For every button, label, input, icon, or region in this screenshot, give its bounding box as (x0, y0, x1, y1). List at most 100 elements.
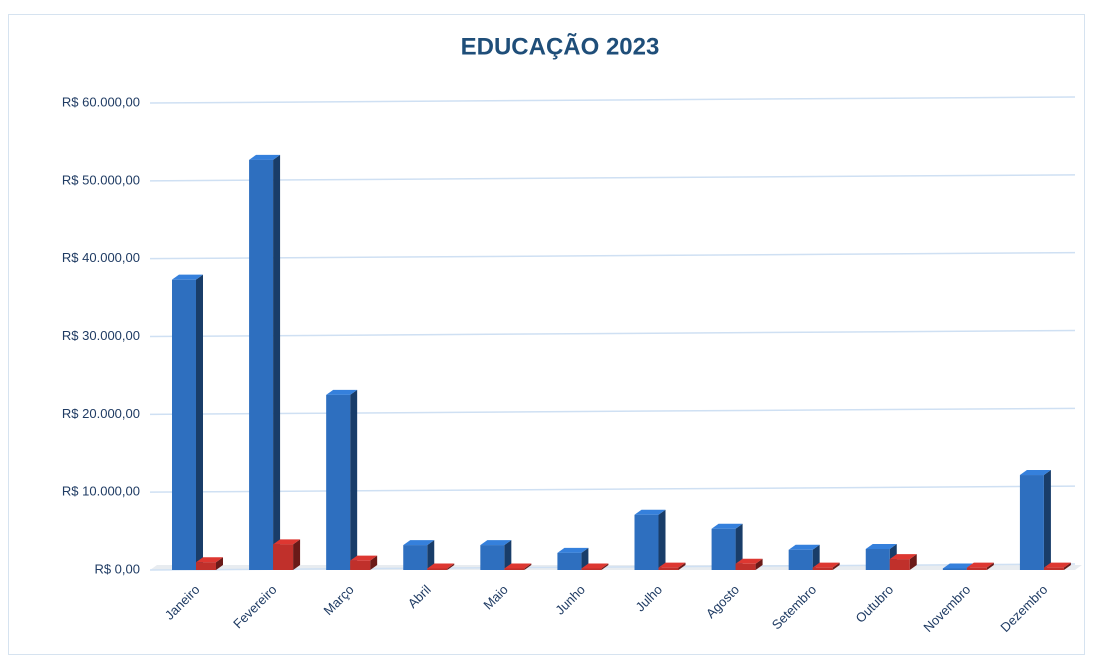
bar (711, 528, 736, 570)
bar-side (427, 540, 435, 570)
bar-top (172, 274, 203, 280)
bar-side (832, 562, 840, 570)
bar-group (196, 557, 223, 570)
bar-group (658, 562, 686, 570)
y-tick-label: R$ 20.000,00 (62, 406, 140, 421)
bar (581, 568, 602, 570)
bar-side (447, 563, 455, 570)
y-tick-label: R$ 50.000,00 (62, 172, 140, 187)
bar-group (889, 554, 917, 570)
bar (172, 279, 196, 570)
bar-top (196, 557, 223, 563)
bar-top (427, 563, 455, 569)
grid-line (149, 407, 1076, 416)
bar (196, 562, 216, 570)
bar (634, 514, 659, 570)
bar (1019, 475, 1044, 570)
bar-group (1019, 470, 1051, 570)
y-tick-label: R$ 0,00 (94, 561, 140, 576)
bar-group (581, 563, 609, 570)
bar-top (557, 547, 589, 553)
bar (889, 559, 910, 570)
chart-title: EDUCAÇÃO 2023 (461, 32, 660, 60)
grid-line (149, 485, 1076, 493)
bar-side (1063, 562, 1071, 570)
bar-top (480, 540, 512, 546)
bar-group (966, 562, 994, 570)
bar-group (1043, 562, 1071, 570)
y-tick-label: R$ 40.000,00 (62, 250, 140, 265)
bar-top (966, 562, 994, 568)
bar-group (634, 509, 666, 570)
bar-side (370, 555, 378, 570)
y-tick-label: R$ 30.000,00 (62, 328, 140, 343)
bar-side (196, 274, 203, 570)
bar-top (889, 554, 917, 560)
bar-side (812, 544, 820, 570)
bar-top (1019, 470, 1051, 476)
bar (350, 560, 371, 570)
grid-line (149, 96, 1076, 104)
bar (966, 567, 987, 570)
bar (735, 563, 756, 570)
bar-side (986, 562, 994, 570)
bar-top (735, 558, 763, 564)
grid-line (149, 174, 1076, 182)
bar-group (427, 563, 455, 570)
bar-top (942, 563, 974, 569)
bar-top (326, 389, 358, 395)
bar (427, 568, 448, 570)
bar-top (788, 544, 820, 550)
bar-top (249, 154, 281, 160)
bar-top (350, 555, 378, 561)
bar-group (273, 539, 301, 570)
bar (1043, 567, 1064, 570)
bar (658, 567, 679, 570)
bar-top (658, 562, 686, 568)
bar (942, 568, 967, 570)
y-tick-label: R$ 60.000,00 (62, 94, 140, 109)
bar-side (658, 509, 666, 570)
bar-top (634, 509, 666, 515)
bar (326, 394, 351, 570)
bar-group (480, 540, 512, 570)
bar-top (1043, 562, 1071, 568)
bar-group (788, 544, 820, 570)
bar-group (350, 555, 378, 570)
bar (812, 567, 833, 570)
bar (403, 545, 428, 570)
bar-top (865, 543, 897, 549)
bar-side (601, 563, 609, 570)
grid-line (149, 251, 1076, 260)
bar-group (172, 274, 203, 570)
bar-side (735, 523, 743, 570)
bar-side (581, 547, 589, 570)
bar-side (1043, 470, 1051, 570)
bar-group (403, 540, 435, 570)
bar (273, 544, 294, 570)
bar-top (504, 563, 532, 569)
bar-side (350, 389, 358, 570)
bar (557, 552, 582, 570)
y-tick-label: R$ 10.000,00 (62, 484, 140, 499)
bar (249, 159, 274, 570)
bar-group (735, 558, 763, 570)
grid-line (149, 563, 1076, 571)
bar-group (711, 523, 743, 570)
bar-side (216, 557, 223, 570)
bar-group (249, 154, 281, 570)
bar (788, 549, 813, 570)
bar-side (293, 539, 301, 570)
bar (865, 548, 890, 570)
bar-top (403, 540, 435, 546)
bar-group (812, 562, 840, 570)
bar-side (678, 562, 686, 570)
bar-side (755, 558, 763, 570)
bar-side (504, 540, 512, 570)
grid-line (149, 329, 1076, 338)
bar-top (812, 562, 840, 568)
bar-top (273, 539, 301, 545)
bar-group (557, 547, 589, 570)
bar-top (711, 523, 743, 529)
